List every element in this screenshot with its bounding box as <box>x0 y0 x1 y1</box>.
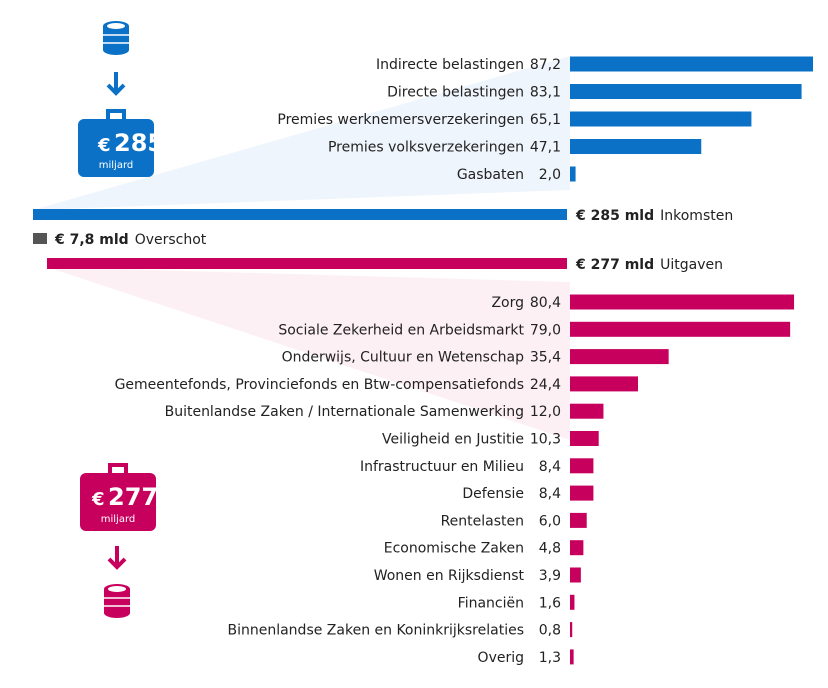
income-value-label: 65,1 <box>530 112 561 128</box>
surplus-label: € 7,8 mld Overschot <box>54 232 207 248</box>
expense-bar <box>570 594 575 610</box>
income-value-label: 47,1 <box>530 140 561 156</box>
expense-value-label: 1,6 <box>539 595 561 611</box>
income-badge-amount: 285 <box>114 129 164 157</box>
expense-coin-stack-icon <box>104 584 130 618</box>
expense-value-label: 12,0 <box>530 404 561 420</box>
expense-bar <box>570 622 573 638</box>
income-total-text: Inkomsten <box>660 208 733 224</box>
expense-bar <box>570 649 574 665</box>
expense-value-label: 24,4 <box>530 377 561 393</box>
income-category-label: Indirecte belastingen <box>376 57 524 73</box>
expense-bar <box>570 512 587 528</box>
income-funnel-shade <box>33 56 570 210</box>
income-category-label: Directe belastingen <box>387 85 524 101</box>
expense-value-label: 10,3 <box>530 432 561 448</box>
income-bar <box>570 111 752 127</box>
expense-funnel-shade <box>47 267 570 440</box>
expense-category-label: Buitenlandse Zaken / Internationale Same… <box>165 404 524 420</box>
income-bar <box>570 139 702 154</box>
income-value-label: 2,0 <box>539 167 561 183</box>
expense-bar <box>570 294 795 310</box>
expense-value-label: 4,8 <box>539 541 561 557</box>
income-bar <box>570 84 802 99</box>
income-total-bar <box>33 209 567 220</box>
income-bars: 87,2 Indirecte belastingen 83,1 Directe bel… <box>277 56 813 183</box>
expense-category-label: Zorg <box>491 295 524 311</box>
expense-badge: € 277 miljard <box>80 463 158 531</box>
income-badge: € 285 miljard <box>78 109 164 177</box>
expense-bar <box>570 567 581 583</box>
income-category-label: Premies volksverzekeringen <box>328 140 524 156</box>
expense-value-label: 6,0 <box>539 513 561 529</box>
expense-total-bar <box>47 258 567 269</box>
income-value-label: 83,1 <box>530 85 561 101</box>
income-arrow-down-icon <box>106 72 126 96</box>
expense-total-label: € 277 mld Uitgaven <box>575 257 723 273</box>
expense-category-label: Financiën <box>458 595 524 611</box>
expense-category-label: Economische Zaken <box>384 541 524 557</box>
expense-arrow-down-icon <box>107 546 127 570</box>
expense-value-label: 80,4 <box>530 295 561 311</box>
expense-category-label: Overig <box>478 650 524 666</box>
expense-total-text: Uitgaven <box>660 257 723 273</box>
expense-bar <box>570 485 594 501</box>
income-badge-unit: miljard <box>99 160 134 171</box>
income-value-label: 87,2 <box>530 57 561 73</box>
expense-bar <box>570 403 604 419</box>
expense-bar <box>570 349 669 365</box>
income-total-amount: € 285 mld <box>575 208 654 224</box>
expense-bar <box>570 376 638 392</box>
expense-badge-currency: € <box>91 489 105 510</box>
income-category-label: Gasbaten <box>457 167 524 183</box>
expense-value-label: 0,8 <box>539 623 561 639</box>
income-total-label: € 285 mld Inkomsten <box>575 208 733 224</box>
income-badge-currency: € <box>97 135 111 156</box>
surplus-text: Overschot <box>135 232 207 248</box>
surplus-amount: € 7,8 mld <box>54 232 129 248</box>
expense-category-label: Sociale Zekerheid en Arbeidsmarkt <box>278 322 524 338</box>
expense-category-label: Defensie <box>462 486 524 502</box>
expense-value-label: 35,4 <box>530 350 561 366</box>
expense-category-label: Onderwijs, Cultuur en Wetenschap <box>282 350 525 366</box>
expense-bars: 80,4 Zorg 79,0 Sociale Zekerheid en Arbeids… <box>115 294 795 666</box>
expense-bar <box>570 540 584 556</box>
expense-value-label: 3,9 <box>539 568 561 584</box>
expense-total-amount: € 277 mld <box>575 257 654 273</box>
expense-category-label: Wonen en Rijksdienst <box>374 568 525 584</box>
expense-bar <box>570 431 599 446</box>
expense-category-label: Veiligheid en Justitie <box>382 432 524 448</box>
income-category-label: Premies werknemersverzekeringen <box>277 112 524 128</box>
income-coin-stack-icon <box>103 21 129 55</box>
expense-category-label: Binnenlandse Zaken en Koninkrijksrelatie… <box>227 623 524 639</box>
expense-category-label: Infrastructuur en Milieu <box>360 459 524 475</box>
income-bar <box>570 166 576 182</box>
expense-bar <box>570 458 594 474</box>
expense-bar <box>570 321 791 337</box>
income-bar <box>570 56 813 72</box>
surplus-bar <box>33 233 47 244</box>
expense-value-label: 1,3 <box>539 650 561 666</box>
expense-badge-unit: miljard <box>101 514 136 525</box>
expense-badge-amount: 277 <box>108 483 158 511</box>
expense-value-label: 79,0 <box>530 322 561 338</box>
expense-category-label: Gemeentefonds, Provinciefonds en Btw-com… <box>115 377 524 393</box>
expense-category-label: Rentelasten <box>441 513 524 529</box>
expense-value-label: 8,4 <box>539 459 561 475</box>
expense-value-label: 8,4 <box>539 486 561 502</box>
